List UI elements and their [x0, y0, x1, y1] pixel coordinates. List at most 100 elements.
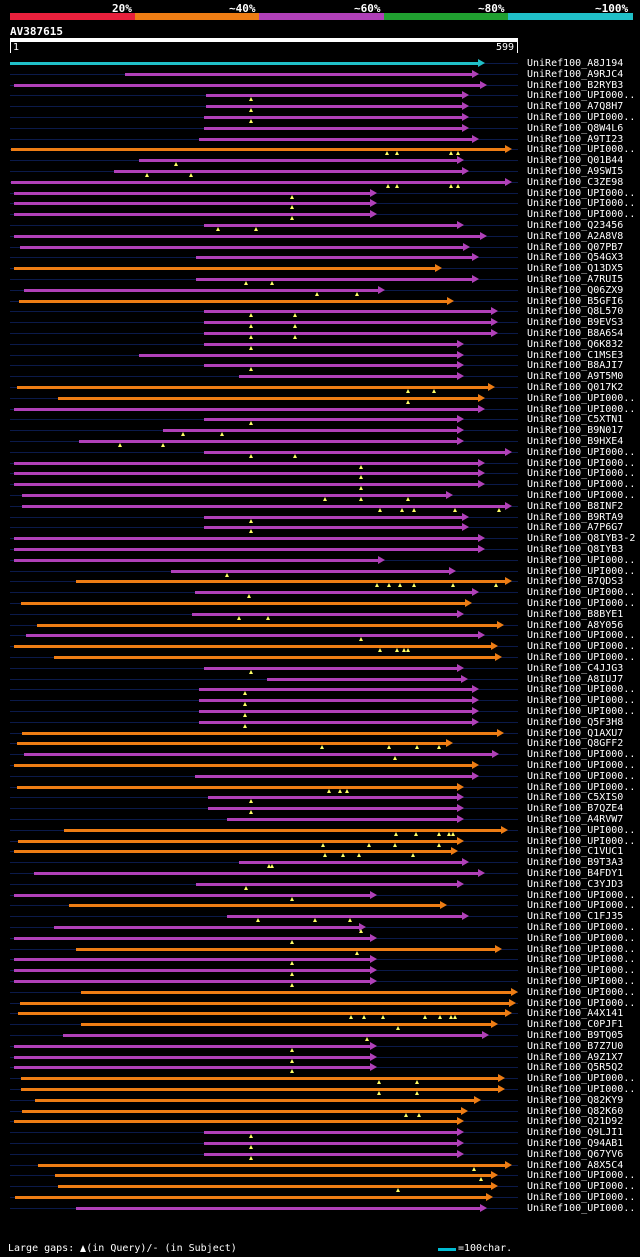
alignment-hit-link[interactable]: UniRef100_B2RYB3	[527, 79, 624, 91]
alignment-row[interactable]: UniRef100_UPI000..	[0, 641, 640, 653]
alignment-row[interactable]: UniRef100_B9HXE4	[0, 436, 640, 447]
alignment-hit-link[interactable]: UniRef100_UPI000..	[527, 457, 636, 469]
alignment-row[interactable]: UniRef100_A8J194	[0, 58, 640, 69]
alignment-row[interactable]: UniRef100_Q8IYB3	[0, 544, 640, 555]
alignment-hit-link[interactable]: UniRef100_Q94AB1	[527, 1138, 624, 1149]
alignment-hit-link[interactable]: UniRef100_UPI000..	[527, 641, 636, 653]
alignment-segment[interactable]	[170, 569, 450, 573]
alignment-segment[interactable]	[124, 72, 473, 76]
alignment-segment[interactable]	[14, 764, 473, 767]
alignment-row[interactable]: UniRef100_UPI000..	[0, 209, 640, 221]
alignment-row[interactable]: UniRef100_UPI000..	[0, 944, 640, 955]
alignment-segment[interactable]	[76, 580, 507, 584]
alignment-segment[interactable]	[10, 180, 507, 184]
alignment-segment[interactable]	[21, 1077, 500, 1081]
alignment-segment[interactable]	[16, 386, 490, 389]
alignment-row[interactable]: UniRef100_B8AJI7	[0, 360, 640, 372]
alignment-segment[interactable]	[26, 634, 479, 638]
alignment-row[interactable]: UniRef100_B9TQ05	[0, 1030, 640, 1041]
alignment-row[interactable]: UniRef100_Q8L570	[0, 306, 640, 318]
alignment-hit-link[interactable]: UniRef100_UPI000..	[527, 1181, 636, 1193]
alignment-hit-link[interactable]: UniRef100_Q8L570	[527, 306, 624, 318]
alignment-segment[interactable]	[203, 418, 459, 422]
alignment-row[interactable]: UniRef100_B7Z7U0	[0, 1041, 640, 1052]
alignment-hit-link[interactable]: UniRef100_Q017K2	[527, 382, 624, 393]
alignment-row[interactable]: UniRef100_Q13DX5	[0, 263, 640, 274]
alignment-segment[interactable]	[57, 396, 479, 400]
alignment-row[interactable]: UniRef100_C4JJG3	[0, 663, 640, 674]
alignment-segment[interactable]	[203, 1142, 459, 1145]
alignment-row[interactable]: UniRef100_Q017K2	[0, 382, 640, 393]
alignment-hit-link[interactable]: UniRef100_B9HXE4	[527, 436, 624, 447]
alignment-hit-link[interactable]: UniRef100_B9TQ05	[527, 1030, 624, 1041]
alignment-hit-link[interactable]: UniRef100_UPI000..	[527, 781, 636, 793]
alignment-row[interactable]: UniRef100_A2A8V8	[0, 231, 640, 242]
alignment-row[interactable]: UniRef100_Q23456	[0, 220, 640, 231]
alignment-segment[interactable]	[54, 656, 496, 659]
alignment-row[interactable]: UniRef100_UPI000..	[0, 933, 640, 944]
alignment-row[interactable]: UniRef100_B7QZE4	[0, 803, 640, 815]
alignment-hit-link[interactable]: UniRef100_UPI000..	[527, 598, 636, 609]
alignment-row[interactable]: UniRef100_UPI000..	[0, 458, 640, 469]
alignment-segment[interactable]	[199, 137, 473, 141]
alignment-segment[interactable]	[139, 159, 459, 163]
alignment-segment[interactable]	[14, 558, 380, 562]
alignment-hit-link[interactable]: UniRef100_UPI000..	[527, 1202, 636, 1214]
alignment-segment[interactable]	[21, 504, 507, 508]
alignment-row[interactable]: UniRef100_UPI000..	[0, 825, 640, 836]
alignment-row[interactable]: UniRef100_B2RYB3	[0, 80, 640, 91]
alignment-hit-link[interactable]: UniRef100_C3YJD3	[527, 878, 624, 890]
alignment-segment[interactable]	[21, 731, 498, 735]
alignment-segment[interactable]	[18, 839, 458, 843]
alignment-hit-link[interactable]: UniRef100_C1VUC1	[527, 846, 624, 858]
alignment-segment[interactable]	[203, 1131, 459, 1135]
alignment-hit-link[interactable]: UniRef100_UPI000..	[527, 976, 636, 987]
alignment-row[interactable]: UniRef100_Q06ZX9	[0, 285, 640, 296]
alignment-hit-link[interactable]: UniRef100_A9RJC4	[527, 68, 624, 80]
alignment-segment[interactable]	[57, 1185, 492, 1189]
alignment-hit-link[interactable]: UniRef100_A9Z1X7	[527, 1051, 624, 1063]
alignment-segment[interactable]	[21, 1088, 500, 1091]
alignment-segment[interactable]	[206, 94, 463, 98]
alignment-row[interactable]: UniRef100_UPI000..	[0, 144, 640, 156]
alignment-segment[interactable]	[64, 828, 502, 832]
alignment-hit-link[interactable]: UniRef100_UPI000..	[527, 760, 636, 771]
alignment-hit-link[interactable]: UniRef100_Q82K60	[527, 1105, 624, 1117]
alignment-row[interactable]: UniRef100_UPI000..	[0, 749, 640, 761]
alignment-segment[interactable]	[62, 1034, 484, 1037]
alignment-hit-link[interactable]: UniRef100_B5GFI6	[527, 295, 624, 307]
alignment-hit-link[interactable]: UniRef100_UPI000..	[527, 90, 636, 102]
alignment-segment[interactable]	[14, 548, 479, 551]
alignment-hit-link[interactable]: UniRef100_Q23456	[527, 220, 624, 231]
alignment-segment[interactable]	[114, 170, 463, 173]
alignment-hit-link[interactable]: UniRef100_A4X141	[527, 1008, 624, 1020]
alignment-row[interactable]: UniRef100_UPI000..	[0, 987, 640, 998]
alignment-segment[interactable]	[206, 105, 463, 109]
alignment-segment[interactable]	[34, 1098, 475, 1102]
alignment-row[interactable]: UniRef100_A7RUI5	[0, 274, 640, 285]
alignment-hit-link[interactable]: UniRef100_B9EVS3	[527, 317, 624, 329]
alignment-segment[interactable]	[162, 429, 459, 433]
alignment-hit-link[interactable]: UniRef100_UPI000..	[527, 479, 636, 491]
alignment-segment[interactable]	[14, 893, 371, 897]
alignment-segment[interactable]	[14, 958, 371, 962]
alignment-row[interactable]: UniRef100_A4RVW7	[0, 814, 640, 825]
alignment-row[interactable]: UniRef100_UPI000..	[0, 468, 640, 480]
alignment-segment[interactable]	[78, 440, 459, 443]
alignment-hit-link[interactable]: UniRef100_Q8GFF2	[527, 738, 624, 750]
alignment-hit-link[interactable]: UniRef100_A8X5C4	[527, 1159, 624, 1171]
alignment-row[interactable]: UniRef100_UPI000..	[0, 587, 640, 599]
alignment-hit-link[interactable]: UniRef100_A9SWI5	[527, 166, 624, 177]
alignment-hit-link[interactable]: UniRef100_Q06ZX9	[527, 284, 624, 296]
alignment-hit-link[interactable]: UniRef100_UPI000..	[527, 824, 636, 836]
alignment-hit-link[interactable]: UniRef100_B9RTA9	[527, 511, 624, 523]
alignment-row[interactable]: UniRef100_Q1AXU7	[0, 728, 640, 739]
alignment-row[interactable]: UniRef100_Q82K60	[0, 1106, 640, 1117]
alignment-row[interactable]: UniRef100_UPI000..	[0, 695, 640, 707]
alignment-hit-link[interactable]: UniRef100_UPI000..	[527, 1192, 636, 1203]
alignment-segment[interactable]	[14, 850, 452, 854]
alignment-segment[interactable]	[195, 774, 473, 778]
alignment-row[interactable]: UniRef100_C1VUC1	[0, 846, 640, 858]
alignment-segment[interactable]	[14, 645, 492, 649]
alignment-row[interactable]: UniRef100_B7QDS3	[0, 576, 640, 588]
